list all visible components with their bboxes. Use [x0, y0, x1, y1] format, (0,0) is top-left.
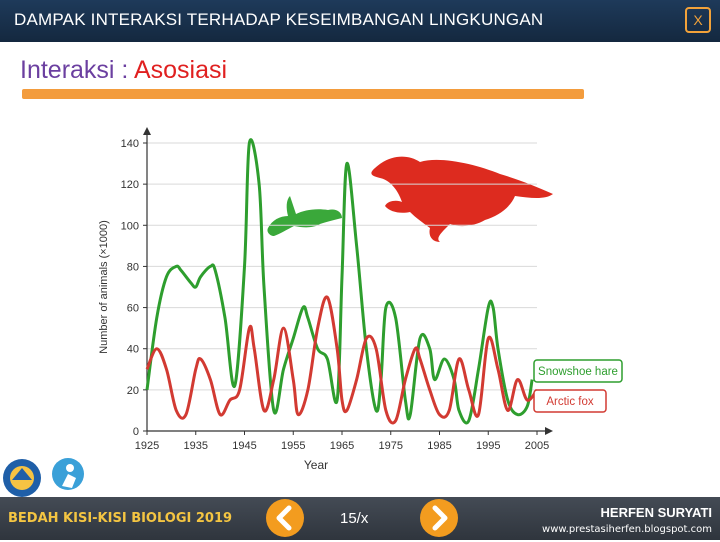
- hare-silhouette-icon: [267, 196, 342, 236]
- author-name: HERFEN SURYATI: [601, 505, 712, 520]
- tut-wuri-logo: [48, 456, 88, 498]
- y-tick-label: 0: [133, 426, 139, 438]
- x-tick-label: 1975: [379, 440, 403, 452]
- x-tick-label: 1955: [281, 440, 305, 452]
- chart-legend: Snowshoe hare Arctic fox: [534, 360, 622, 412]
- footer-course-label: BEDAH KISI-KISI BIOLOGI 2019: [8, 511, 232, 526]
- y-axis-arrow: [143, 127, 151, 135]
- x-tick-label: 1925: [135, 440, 159, 452]
- chevron-right-icon: [420, 499, 458, 537]
- slide-subtitle: Interaksi : Asosiasi: [20, 56, 227, 85]
- ministry-emblem-icon: [2, 458, 42, 498]
- next-slide-button[interactable]: [420, 499, 458, 537]
- y-axis-label: Number of animals (×1000): [98, 220, 110, 354]
- prev-slide-button[interactable]: [266, 499, 304, 537]
- y-tick-label: 120: [121, 179, 139, 191]
- slide-title: DAMPAK INTERAKSI TERHADAP KESEIMBANGAN L…: [14, 10, 543, 30]
- title-underline: [22, 89, 584, 99]
- subtitle-highlight: Asosiasi: [134, 56, 227, 84]
- fox-silhouette-icon: [371, 157, 553, 242]
- y-tick-label: 80: [127, 261, 139, 273]
- y-tick-label: 40: [127, 344, 139, 356]
- x-tick-label: 1965: [330, 440, 354, 452]
- subtitle-prefix: Interaksi :: [20, 56, 134, 84]
- chevron-left-icon: [266, 499, 304, 537]
- x-tick-label: 2005: [525, 440, 549, 452]
- figure-logo-icon: [48, 456, 88, 498]
- close-button[interactable]: X: [685, 7, 711, 33]
- header-bar: DAMPAK INTERAKSI TERHADAP KESEIMBANGAN L…: [0, 0, 720, 42]
- x-tick-label: 1935: [184, 440, 208, 452]
- ministry-logo: [2, 458, 42, 498]
- page-number: 15/x: [340, 510, 368, 527]
- author-website: www.prestasiherfen.blogspot.com: [542, 524, 712, 535]
- x-tick-label: 1995: [476, 440, 500, 452]
- chart-panel: 0 20 40 60 80 100 120 140 1925 1935 1945 1955 1965 19…: [90, 116, 630, 480]
- population-chart: 0 20 40 60 80 100 120 140 1925 1935 1945 1955 1965 19…: [90, 116, 630, 480]
- x-axis-arrow: [545, 427, 553, 435]
- y-tick-label: 60: [127, 303, 139, 315]
- legend-label-0: Snowshoe hare: [538, 366, 618, 378]
- x-tick-label: 1985: [427, 440, 451, 452]
- y-tick-label: 140: [121, 138, 139, 150]
- y-tick-label: 20: [127, 385, 139, 397]
- y-tick-label: 100: [121, 220, 139, 232]
- x-tick-label: 1945: [232, 440, 256, 452]
- footer-bar: BEDAH KISI-KISI BIOLOGI 2019 15/x HERFEN…: [0, 497, 720, 540]
- x-axis-label: Year: [304, 458, 328, 472]
- legend-label-1: Arctic fox: [546, 396, 594, 408]
